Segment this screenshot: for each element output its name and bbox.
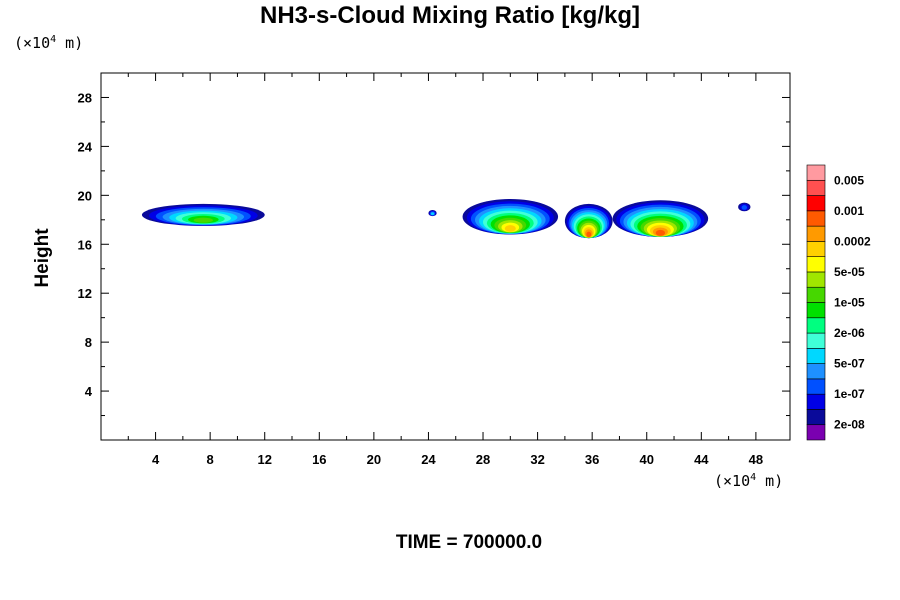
y-unit-exponent: 4 [50, 34, 57, 45]
colorbar-swatch [806, 210, 826, 227]
cloud-band [586, 231, 592, 238]
cloud-band [655, 229, 666, 236]
x-tick-label: 8 [207, 452, 214, 467]
x-tick-label: 12 [257, 452, 271, 467]
x-tick-label: 16 [312, 452, 326, 467]
colorbar-swatch [806, 179, 826, 196]
colorbar-label: 1e-05 [834, 296, 865, 310]
cloud-band [193, 217, 213, 223]
x-tick-label: 4 [152, 452, 160, 467]
colorbar-swatch [806, 225, 826, 242]
colorbar: 2e-08 1e-07 5e-07 2e-06 1e-05 5e-05 0.0002 0.00… [806, 164, 871, 441]
cloud-region [141, 203, 265, 226]
colorbar-swatch [806, 393, 826, 410]
colorbar-swatch [806, 195, 826, 212]
colorbar-swatch [806, 332, 826, 349]
x-tick-label: 44 [694, 452, 709, 467]
x-unit-exponent: 4 [750, 472, 757, 483]
time-label: TIME = 700000.0 [395, 532, 543, 553]
y-unit-prefix: (×10 [14, 34, 51, 52]
cloud-region [564, 203, 613, 239]
y-axis-unit: (×104 m) [14, 34, 83, 52]
y-tick-label: 20 [78, 188, 92, 203]
x-tick-label: 48 [749, 452, 763, 467]
colorbar-label: 1e-07 [834, 387, 865, 401]
x-axis-unit: (×104 m) [714, 472, 783, 490]
colorbar-swatch [806, 241, 826, 257]
cloud-field [141, 199, 751, 239]
colorbar-label: 5e-07 [834, 357, 865, 371]
chart-title: NH3-s-Cloud Mixing Ratio [kg/kg] [260, 2, 640, 29]
colorbar-swatch [806, 409, 826, 426]
cloud-region [462, 199, 559, 235]
x-unit-suffix: m) [756, 472, 784, 490]
x-tick-label: 28 [476, 452, 490, 467]
x-unit-prefix: (×10 [714, 472, 751, 490]
plot-frame [100, 72, 791, 441]
y-tick-label: 28 [78, 90, 92, 105]
colorbar-label: 2e-08 [834, 418, 865, 432]
colorbar-swatch [806, 424, 826, 441]
colorbar-label: 0.001 [834, 204, 864, 218]
y-tick-label: 8 [85, 335, 92, 350]
colorbar-swatch [806, 363, 826, 380]
colorbar-swatch [806, 286, 826, 303]
y-tick-label: 24 [78, 139, 93, 154]
colorbar-swatch [806, 317, 826, 334]
colorbar-label: 0.005 [834, 173, 864, 187]
colorbar-swatch [806, 256, 826, 273]
y-tick-label: 16 [78, 237, 92, 252]
colorbar-swatch [806, 271, 826, 288]
colorbar-swatch [806, 302, 826, 319]
colorbar-swatch [806, 378, 826, 395]
cloud-region [738, 202, 751, 212]
colorbar-label: 0.0002 [834, 234, 871, 248]
colorbar-swatch [806, 348, 826, 364]
x-tick-label: 24 [421, 452, 436, 467]
colorbar-label: 2e-06 [834, 326, 865, 340]
y-tick-label: 4 [85, 384, 93, 399]
colorbar-label: 5e-05 [834, 265, 865, 279]
cloud-band [431, 212, 435, 216]
cloud-band [504, 225, 516, 232]
x-tick-label: 40 [640, 452, 654, 467]
colorbar-swatch [806, 164, 826, 181]
x-tick-label: 32 [530, 452, 544, 467]
y-unit-suffix: m) [56, 34, 84, 52]
cloud-region [612, 200, 709, 237]
cloud-band [741, 205, 748, 210]
x-tick-label: 36 [585, 452, 599, 467]
cloud-region [428, 210, 437, 217]
y-tick-label: 12 [78, 286, 92, 301]
x-tick-label: 20 [367, 452, 381, 467]
